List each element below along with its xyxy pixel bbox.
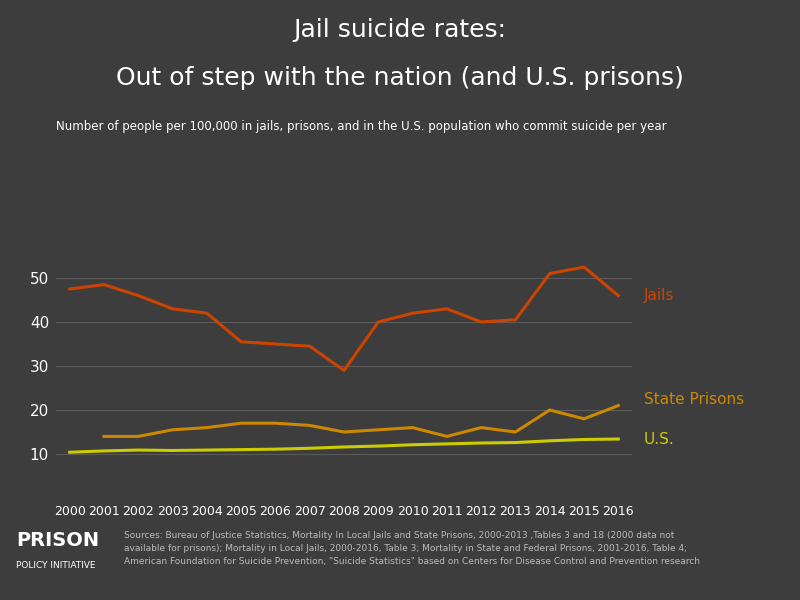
Text: POLICY INITIATIVE: POLICY INITIATIVE: [16, 561, 95, 570]
Text: Jails: Jails: [644, 288, 674, 303]
Text: U.S.: U.S.: [644, 431, 674, 446]
Text: Sources: Bureau of Justice Statistics, Mortality In Local Jails and State Prison: Sources: Bureau of Justice Statistics, M…: [124, 531, 700, 566]
Text: Out of step with the nation (and U.S. prisons): Out of step with the nation (and U.S. pr…: [116, 66, 684, 90]
Text: State Prisons: State Prisons: [644, 392, 744, 407]
Text: PRISON: PRISON: [16, 531, 99, 550]
Text: Jail suicide rates:: Jail suicide rates:: [294, 18, 506, 42]
Text: Number of people per 100,000 in jails, prisons, and in the U.S. population who c: Number of people per 100,000 in jails, p…: [56, 120, 666, 133]
